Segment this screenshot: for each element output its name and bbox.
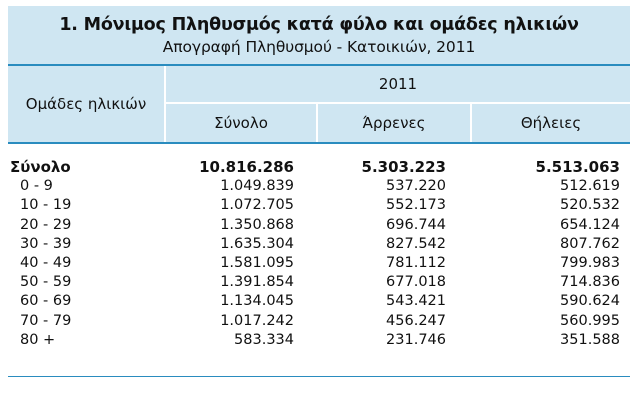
table-body: Σύνολο 10.816.286 5.303.223 5.513.063 0 …	[8, 158, 630, 350]
cell-male: 696.744	[386, 216, 446, 233]
cell-male: 456.247	[386, 312, 446, 329]
table-header: Ομάδες ηλικιών 2011 Σύνολο Άρρενες Θήλει…	[8, 66, 630, 144]
cell-total: 1.049.839	[220, 178, 294, 195]
cell-total: 583.334	[234, 331, 294, 348]
table-row: 10 - 19 1.072.705 552.173 520.532	[8, 196, 630, 215]
header-female: Θήλειες	[520, 114, 582, 132]
row-label: 60 - 69	[20, 293, 72, 310]
row-label: 80 +	[20, 331, 56, 348]
cell-female: 520.532	[560, 197, 620, 214]
table-bottom-rule	[8, 376, 630, 377]
row-label: Σύνολο	[10, 158, 71, 176]
cell-male: 537.220	[386, 178, 446, 195]
cell-male: 677.018	[386, 274, 446, 291]
cell-total: 1.581.095	[220, 254, 294, 271]
cell-female: 512.619	[560, 178, 620, 195]
row-label: 50 - 59	[20, 274, 72, 291]
cell-female: 5.513.063	[535, 158, 620, 176]
row-label: 70 - 79	[20, 312, 72, 329]
cell-female: 799.983	[560, 254, 620, 271]
table-subtitle: Απογραφή Πληθυσμού - Κατοικιών, 2011	[162, 38, 476, 56]
cell-female: 560.995	[560, 312, 620, 329]
cell-total: 1.134.045	[220, 293, 294, 310]
row-label: 0 - 9	[20, 178, 53, 195]
cell-male: 781.112	[386, 254, 446, 271]
cell-total: 10.816.286	[199, 158, 294, 176]
table-row: 40 - 49 1.581.095 781.112 799.983	[8, 254, 630, 273]
table-row: 30 - 39 1.635.304 827.542 807.762	[8, 235, 630, 254]
header-male: Άρρενες	[318, 104, 472, 142]
cell-male: 543.421	[386, 293, 446, 310]
table-row: 70 - 79 1.017.242 456.247 560.995	[8, 312, 630, 331]
cell-male: 827.542	[386, 235, 446, 252]
cell-total: 1.635.304	[220, 235, 294, 252]
cell-female: 654.124	[560, 216, 620, 233]
cell-total: 1.391.854	[220, 274, 294, 291]
row-label: 30 - 39	[20, 235, 72, 252]
table-row: 60 - 69 1.134.045 543.421 590.624	[8, 292, 630, 311]
cell-male: 552.173	[386, 197, 446, 214]
cell-female: 351.588	[560, 331, 620, 348]
cell-total: 1.072.705	[220, 197, 294, 214]
table-row-total: Σύνολο 10.816.286 5.303.223 5.513.063	[8, 158, 630, 177]
cell-male: 5.303.223	[361, 158, 446, 176]
table-row: 0 - 9 1.049.839 537.220 512.619	[8, 177, 630, 196]
cell-total: 1.350.868	[220, 216, 294, 233]
table-row: 20 - 29 1.350.868 696.744 654.124	[8, 216, 630, 235]
row-label: 40 - 49	[20, 254, 72, 271]
header-age-groups: Ομάδες ηλικιών	[8, 66, 166, 142]
row-label: 20 - 29	[20, 216, 72, 233]
table-title: 1. Μόνιμος Πληθυσμός κατά φύλο και ομάδε…	[59, 15, 579, 35]
row-label: 10 - 19	[20, 197, 72, 214]
table-row: 50 - 59 1.391.854 677.018 714.836	[8, 273, 630, 292]
header-total: Σύνολο	[166, 104, 318, 142]
header-year: 2011	[166, 66, 630, 104]
cell-male: 231.746	[386, 331, 446, 348]
table-row: 80 + 583.334 231.746 351.588	[8, 331, 630, 350]
cell-female: 590.624	[560, 293, 620, 310]
cell-female: 807.762	[560, 235, 620, 252]
cell-total: 1.017.242	[220, 312, 294, 329]
table-title-block: 1. Μόνιμος Πληθυσμός κατά φύλο και ομάδε…	[8, 6, 630, 66]
cell-female: 714.836	[560, 274, 620, 291]
